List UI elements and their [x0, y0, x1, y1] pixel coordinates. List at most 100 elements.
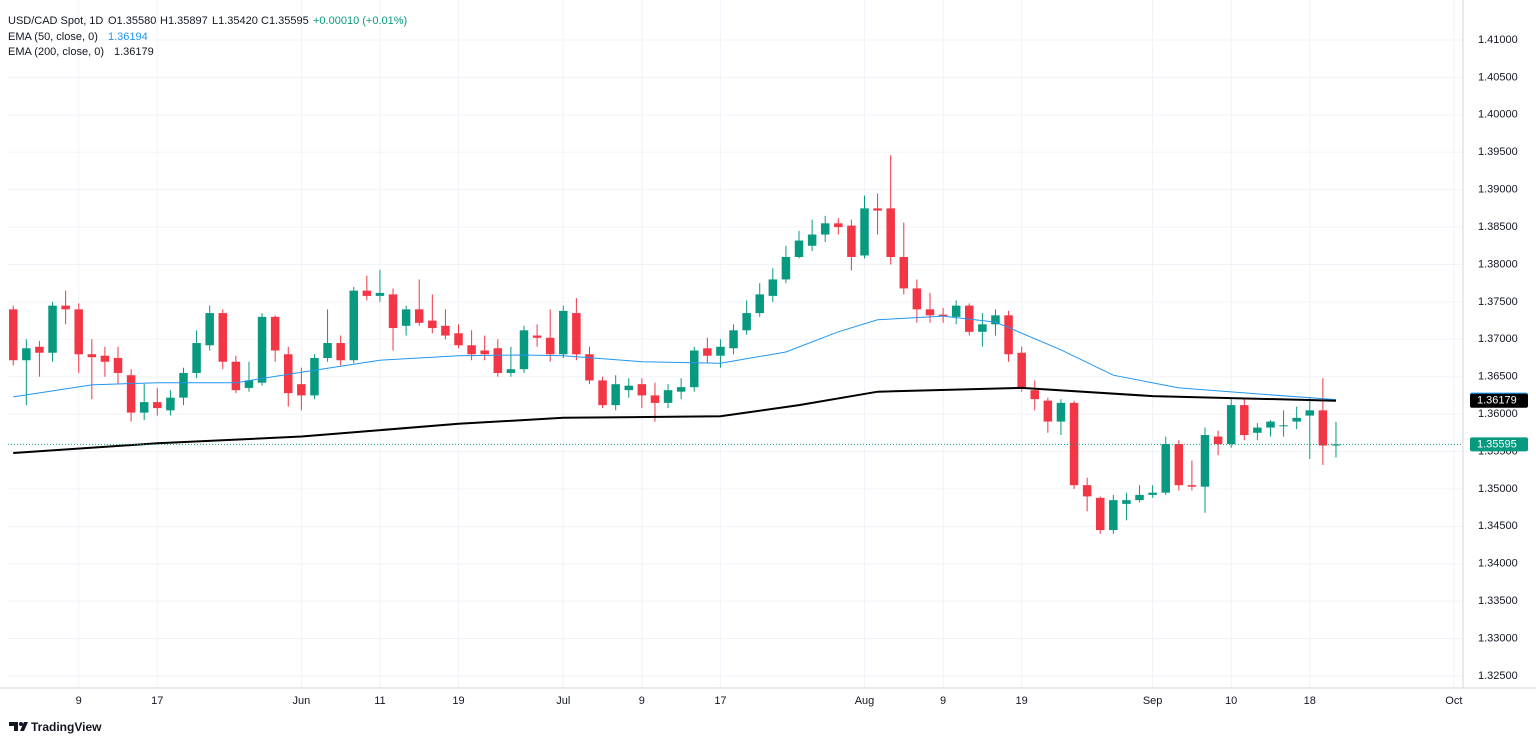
price-tag-label: 1.36179 — [1477, 395, 1517, 407]
candle-body — [925, 309, 935, 316]
candle-body — [951, 305, 961, 317]
ema-line — [13, 386, 1337, 454]
ohlc-high: H1.35897 — [160, 15, 208, 27]
candle-body — [1305, 410, 1315, 416]
y-tick-label: 1.36500 — [1478, 371, 1518, 383]
ema-legend-name: EMA (200, close, 0) — [8, 46, 104, 58]
candle-body — [441, 325, 450, 336]
candle-body — [1161, 444, 1170, 493]
y-tick-label: 1.37500 — [1478, 296, 1518, 308]
x-tick-label: 10 — [1225, 695, 1237, 707]
ohlc-close: C1.35595 — [261, 15, 309, 27]
candle-body — [1043, 400, 1053, 422]
candle-body — [205, 313, 214, 346]
change: +0.00010 (+0.01%) — [313, 15, 407, 27]
candle-body — [1030, 390, 1040, 400]
candle-body — [493, 348, 503, 373]
candle-body — [1095, 497, 1105, 531]
y-tick-label: 1.41000 — [1478, 34, 1518, 46]
candle-body — [991, 315, 1000, 325]
x-tick-label: 9 — [940, 695, 946, 707]
candle-body — [794, 240, 804, 257]
candle-body — [166, 397, 175, 411]
candle-body — [1148, 492, 1157, 495]
candle-body — [611, 384, 620, 406]
candle-body — [1056, 402, 1066, 422]
candle-body — [139, 402, 149, 413]
x-tick-label: 17 — [151, 695, 163, 707]
candle-body — [834, 223, 843, 228]
candle-body — [729, 330, 738, 349]
candle-body — [231, 361, 241, 391]
candle-body — [860, 208, 869, 256]
candle-body — [61, 305, 70, 310]
price-tag — [1470, 393, 1528, 408]
x-tick-label: 19 — [1016, 695, 1028, 707]
candle-body — [519, 330, 529, 370]
brand-logo: TradingView — [9, 720, 102, 734]
candle-body — [192, 343, 201, 373]
x-tick-label: 17 — [714, 695, 726, 707]
candle-body — [506, 369, 516, 373]
y-tick-label: 1.37000 — [1478, 333, 1518, 345]
candle-body — [388, 294, 398, 329]
plot-area — [8, 155, 1463, 534]
candle-body — [689, 350, 699, 388]
candle-body — [755, 294, 764, 314]
candle-body — [912, 288, 922, 310]
brand-name: TradingView — [31, 720, 102, 734]
x-tick-label: 9 — [76, 695, 82, 707]
candle-body — [624, 385, 634, 391]
candle-body — [1187, 485, 1197, 487]
ema-legend-name: EMA (50, close, 0) — [8, 31, 98, 43]
candle-body — [1017, 352, 1026, 388]
candle-body — [126, 375, 136, 413]
candle-body — [978, 324, 987, 332]
x-tick-label: Jul — [556, 695, 570, 707]
candle-body — [1266, 421, 1275, 428]
logo-icon — [9, 722, 28, 731]
candle-body — [35, 346, 44, 353]
candle-body — [349, 290, 358, 361]
candle-body — [414, 309, 424, 323]
candle-body — [297, 384, 306, 396]
candle-body — [362, 290, 372, 296]
candle-body — [454, 333, 463, 346]
x-tick-label: 18 — [1304, 695, 1316, 707]
candle-body — [401, 309, 411, 326]
logo-dot — [19, 722, 23, 726]
candle-body — [768, 279, 778, 296]
candle-body — [153, 402, 162, 409]
y-tick-label: 1.35000 — [1478, 483, 1518, 495]
candle-body — [559, 310, 568, 355]
candle-body — [480, 350, 489, 355]
candle-body — [847, 225, 856, 257]
candle-body — [1279, 425, 1288, 427]
x-tick-label: Jun — [292, 695, 310, 707]
candle-body — [87, 354, 97, 358]
price-tag-label: 1.35595 — [1477, 438, 1517, 450]
candle-body — [873, 208, 882, 211]
candle-body — [650, 395, 660, 403]
candle-body — [637, 384, 647, 396]
candle-body — [1200, 435, 1210, 487]
candle-body — [467, 345, 476, 355]
candle-body — [781, 256, 791, 280]
axes: 1.41000 1.40500 1.40000 1.39500 1.39000 1.385… — [76, 34, 1528, 707]
x-tick-label: 11 — [374, 695, 385, 707]
y-tick-label: 1.34000 — [1478, 558, 1518, 570]
y-tick-label: 1.32500 — [1478, 670, 1518, 682]
candle-body — [100, 355, 110, 362]
y-tick-label: 1.39000 — [1478, 184, 1518, 196]
ema-line — [13, 315, 1337, 401]
candle-body — [1253, 427, 1262, 433]
candle-body — [1109, 500, 1118, 531]
candle-body — [428, 320, 437, 329]
y-tick-label: 1.40000 — [1478, 109, 1518, 121]
x-tick-label: 19 — [452, 695, 464, 707]
candle-body — [375, 292, 385, 296]
candle-body — [572, 313, 581, 355]
candle-body — [938, 314, 948, 317]
